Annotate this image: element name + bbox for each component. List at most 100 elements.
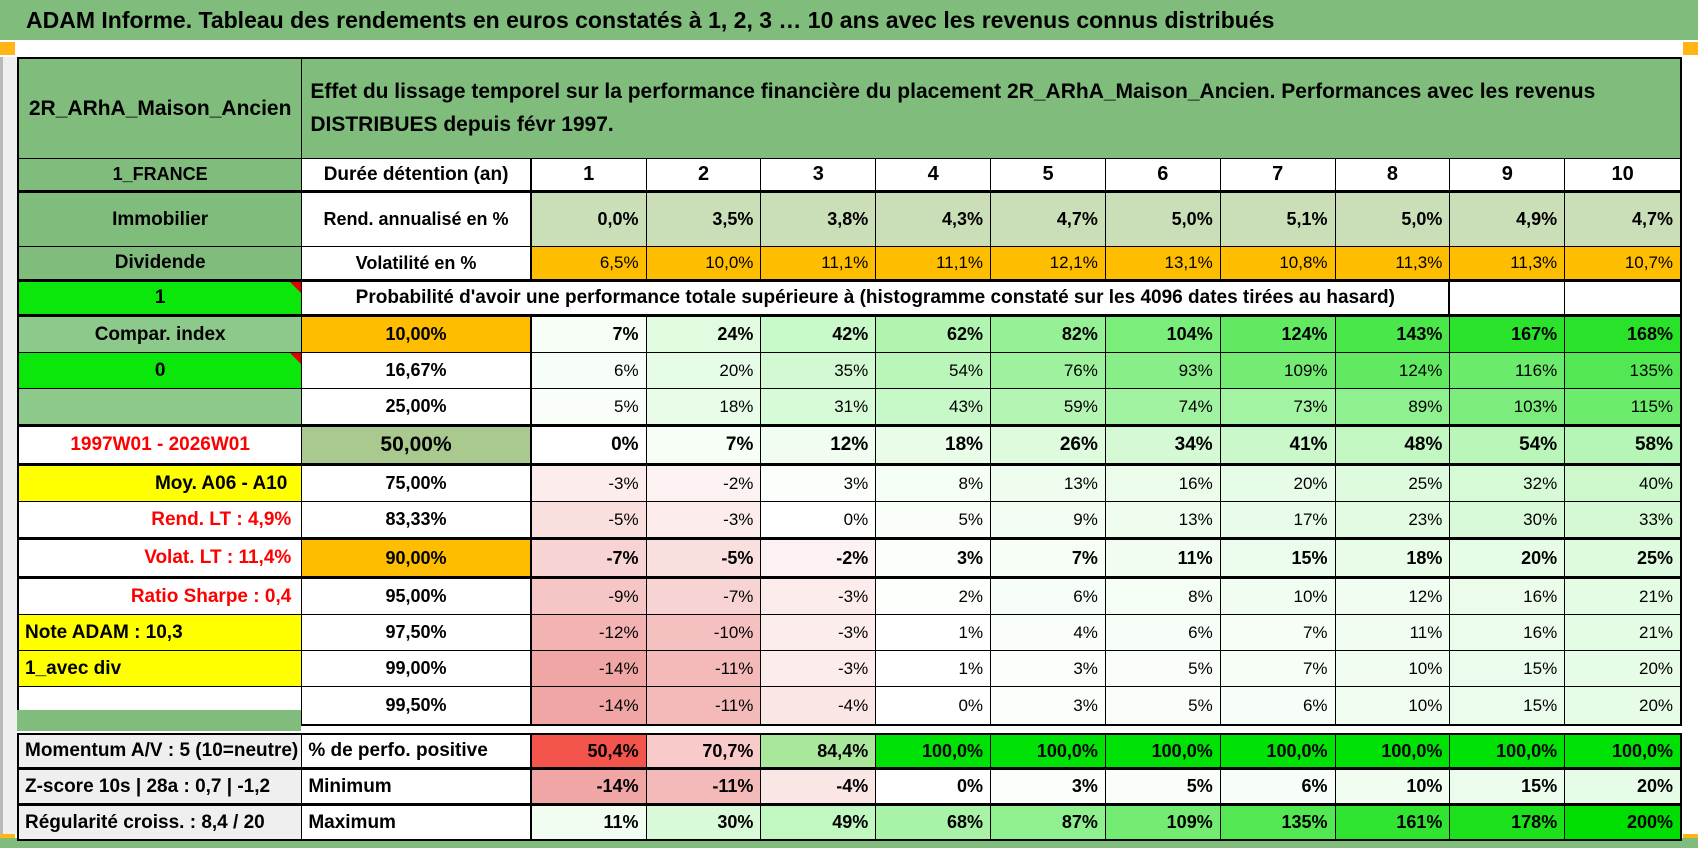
spreadsheet-cell[interactable]: 48%	[1335, 427, 1451, 464]
spreadsheet-cell[interactable]: 21%	[1565, 615, 1681, 651]
duration-column-cell[interactable]: 4	[876, 159, 992, 191]
spreadsheet-cell[interactable]: 24%	[646, 317, 762, 353]
spreadsheet-cell[interactable]: -3%	[761, 579, 877, 615]
spreadsheet-cell[interactable]: 5,0%	[1335, 193, 1451, 247]
row-left-label-cell[interactable]	[19, 389, 303, 425]
spreadsheet-cell[interactable]: 135%	[1565, 353, 1681, 389]
spreadsheet-cell[interactable]: -5%	[646, 540, 762, 577]
percentile-label-cell[interactable]: 75,00%	[302, 466, 532, 502]
spreadsheet-cell[interactable]: 33%	[1565, 502, 1681, 538]
spreadsheet-cell[interactable]: 4,3%	[876, 193, 992, 247]
spreadsheet-cell[interactable]: 104%	[1105, 317, 1221, 353]
spreadsheet-cell[interactable]: 54%	[1450, 427, 1566, 464]
spreadsheet-cell[interactable]: -14%	[531, 651, 647, 687]
percentile-label-cell[interactable]: 95,00%	[302, 579, 532, 615]
spreadsheet-cell[interactable]: -4%	[761, 770, 877, 804]
spreadsheet-cell[interactable]: 20%	[1565, 770, 1681, 804]
percentile-label-cell[interactable]: 97,50%	[302, 615, 532, 651]
spreadsheet-cell[interactable]: 20%	[1565, 687, 1681, 724]
spreadsheet-cell[interactable]: 168%	[1565, 317, 1681, 353]
spreadsheet-cell[interactable]: 5%	[1105, 770, 1221, 804]
summary-metric-cell[interactable]: Z-score 10s | 28a : 0,7 | -1,2	[19, 770, 303, 804]
spreadsheet-cell[interactable]: 109%	[1220, 353, 1336, 389]
spreadsheet-cell[interactable]: 58%	[1565, 427, 1681, 464]
percentile-label-cell[interactable]: 99,00%	[302, 651, 532, 687]
spreadsheet-cell[interactable]: 109%	[1105, 806, 1221, 839]
spreadsheet-cell[interactable]: 124%	[1335, 353, 1451, 389]
spreadsheet-cell[interactable]: 30%	[1450, 502, 1566, 538]
spreadsheet-cell[interactable]: 135%	[1220, 806, 1336, 839]
spreadsheet-cell[interactable]: 10%	[1335, 770, 1451, 804]
spreadsheet-cell[interactable]: 0%	[531, 427, 647, 464]
spreadsheet-cell[interactable]: 103%	[1450, 389, 1566, 425]
spreadsheet-cell[interactable]: 11%	[531, 806, 647, 839]
spreadsheet-cell[interactable]: 100,0%	[1105, 735, 1221, 768]
merged-probability-label-cell[interactable]: Probabilité d'avoir une performance tota…	[302, 282, 1451, 315]
spreadsheet-cell[interactable]: 30%	[646, 806, 762, 839]
spreadsheet-cell[interactable]: 10%	[1335, 687, 1451, 724]
spreadsheet-cell[interactable]: 115%	[1565, 389, 1681, 425]
percentile-label-cell[interactable]: 90,00%	[302, 540, 532, 577]
spreadsheet-cell[interactable]: -11%	[646, 687, 762, 724]
summary-metric-cell[interactable]: Momentum A/V : 5 (10=neutre)	[19, 735, 303, 768]
spreadsheet-cell[interactable]: 20%	[1220, 466, 1336, 502]
spreadsheet-cell[interactable]: 25%	[1335, 466, 1451, 502]
spreadsheet-cell[interactable]: 5,1%	[1220, 193, 1336, 247]
row-left-label-cell[interactable]: Note ADAM : 10,3	[19, 615, 303, 651]
row-left-label-cell[interactable]: 0	[19, 353, 303, 389]
duration-column-cell[interactable]: 8	[1335, 159, 1451, 191]
spreadsheet-cell[interactable]: 7%	[646, 427, 762, 464]
spreadsheet-cell[interactable]: 74%	[1105, 389, 1221, 425]
row-left-label-cell[interactable]: Moy. A06 - A10	[19, 466, 303, 502]
spreadsheet-cell[interactable]: 3%	[991, 651, 1106, 687]
percentile-label-cell[interactable]: Rend. annualisé en %	[302, 193, 532, 247]
spreadsheet-cell[interactable]: 43%	[876, 389, 992, 425]
row-left-label-cell[interactable]: Dividende	[19, 247, 303, 280]
spreadsheet-cell[interactable]: 143%	[1335, 317, 1451, 353]
spreadsheet-cell[interactable]: 16%	[1450, 579, 1566, 615]
spreadsheet-cell[interactable]: 13%	[1105, 502, 1221, 538]
duration-column-cell[interactable]: 5	[991, 159, 1106, 191]
spreadsheet-cell[interactable]: 7%	[1220, 615, 1336, 651]
spreadsheet-cell[interactable]: 11%	[1335, 615, 1451, 651]
spreadsheet-cell[interactable]: 41%	[1220, 427, 1336, 464]
spreadsheet-cell[interactable]: 89%	[1335, 389, 1451, 425]
spreadsheet-cell[interactable]: -7%	[531, 540, 647, 577]
placement-name-cell[interactable]: 2R_ARhA_Maison_Ancien	[19, 59, 303, 159]
spreadsheet-cell[interactable]: 100,0%	[1565, 735, 1681, 768]
spreadsheet-cell[interactable]: 59%	[991, 389, 1106, 425]
row-left-label-cell[interactable]: 1	[19, 282, 303, 315]
spreadsheet-cell[interactable]: 18%	[876, 427, 992, 464]
spreadsheet-cell[interactable]: 10,8%	[1220, 247, 1336, 280]
spreadsheet-cell[interactable]: -5%	[531, 502, 647, 538]
spreadsheet-cell[interactable]: 12%	[761, 427, 877, 464]
row-left-label-cell[interactable]: Immobilier	[19, 193, 303, 247]
spreadsheet-cell[interactable]: 16%	[1105, 466, 1221, 502]
row-left-label-cell[interactable]	[19, 687, 303, 724]
duration-column-cell[interactable]: 9	[1450, 159, 1566, 191]
spreadsheet-cell[interactable]: 15%	[1450, 651, 1566, 687]
spreadsheet-cell[interactable]: -4%	[761, 687, 877, 724]
spreadsheet-cell[interactable]: 0%	[761, 502, 877, 538]
spreadsheet-cell[interactable]: 20%	[646, 353, 762, 389]
spreadsheet-cell[interactable]: -2%	[761, 540, 877, 577]
spreadsheet-cell[interactable]: 31%	[761, 389, 877, 425]
spreadsheet-cell[interactable]: 3%	[876, 540, 992, 577]
spreadsheet-cell[interactable]: -7%	[646, 579, 762, 615]
spreadsheet-cell[interactable]: 6,5%	[531, 247, 647, 280]
spreadsheet-cell[interactable]: 3%	[991, 770, 1106, 804]
spreadsheet-cell[interactable]: 5,0%	[1105, 193, 1221, 247]
spreadsheet-cell[interactable]: 124%	[1220, 317, 1336, 353]
spreadsheet-cell[interactable]: 82%	[991, 317, 1106, 353]
spreadsheet-cell[interactable]: 11,1%	[761, 247, 877, 280]
spreadsheet-cell[interactable]: 50,4%	[531, 735, 647, 768]
spreadsheet-cell[interactable]: 9%	[991, 502, 1106, 538]
spreadsheet-cell[interactable]: 12,1%	[991, 247, 1106, 280]
spreadsheet-cell[interactable]: 10%	[1220, 579, 1336, 615]
spreadsheet-cell[interactable]: -3%	[761, 651, 877, 687]
row-left-label-cell[interactable]: 1_avec div	[19, 651, 303, 687]
spreadsheet-cell[interactable]: 3%	[991, 687, 1106, 724]
summary-label-cell[interactable]: Maximum	[302, 806, 532, 839]
spreadsheet-cell[interactable]: 26%	[991, 427, 1106, 464]
spreadsheet-cell[interactable]: 178%	[1450, 806, 1566, 839]
